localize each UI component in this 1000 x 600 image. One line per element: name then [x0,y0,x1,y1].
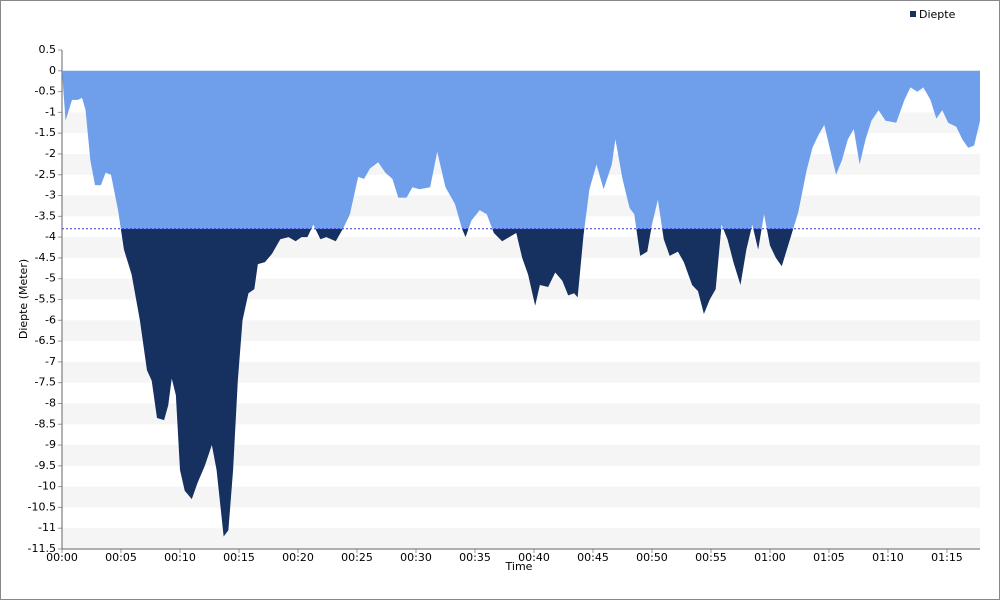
grid-band [62,361,980,383]
y-tick-label: -8.5 [35,417,56,430]
y-tick-label: -2.5 [35,168,56,181]
y-tick-label: -4 [45,230,56,243]
grid-band [62,403,980,425]
y-tick-label: -1.5 [35,126,56,139]
y-tick-label: -4.5 [35,251,56,264]
y-tick-label: -9.5 [35,459,56,472]
x-tick-label: 00:10 [164,551,196,564]
depth-area [62,70,980,537]
y-tick-label: -5.5 [35,293,56,306]
grid-band [62,528,980,549]
y-tick-label: -5 [45,272,56,285]
y-tick-label: 0 [49,64,56,77]
x-tick-label: 00:25 [341,551,373,564]
grid-band [62,278,980,300]
grid-band [62,445,980,466]
grid-band [62,320,980,342]
x-tick-label: 00:05 [105,551,137,564]
y-tick-label: -10 [38,480,56,493]
x-axis-label: Time [505,560,533,573]
x-tick-label: 00:00 [46,551,78,564]
x-tick-label: 01:05 [813,551,845,564]
x-tick-label: 00:30 [400,551,432,564]
x-tick-label: 00:35 [459,551,491,564]
x-tick-label: 01:10 [872,551,904,564]
x-tick-label: 00:15 [223,551,255,564]
x-tick-label: 00:50 [636,551,668,564]
y-axis-label: Diepte (Meter) [17,259,30,339]
x-tick-label: 00:20 [282,551,314,564]
y-tick-label: -6 [45,313,56,326]
x-tick-label: 00:40 [518,551,550,564]
y-tick-label: -0.5 [35,85,56,98]
y-tick-label: -7 [45,355,56,368]
y-tick-label: 0.5 [39,43,57,56]
y-tick-label: -6.5 [35,334,56,347]
y-tick-label: -8 [45,396,56,409]
y-tick-label: -9 [45,438,56,451]
y-tick-label: -7.5 [35,376,56,389]
y-tick-label: -11 [38,521,56,534]
y-tick-label: -3.5 [35,209,56,222]
y-tick-label: -2 [45,147,56,160]
x-tick-label: 01:15 [931,551,963,564]
legend-label: Diepte [919,8,956,21]
x-tick-label: 00:45 [577,551,609,564]
x-tick-label: 00:55 [695,551,727,564]
y-tick-label: -10.5 [28,500,56,513]
y-tick-label: -3 [45,189,56,202]
grid-band [62,486,980,508]
y-tick-label: -1 [45,105,56,118]
y-tick-label: -11.5 [28,542,56,555]
legend-swatch [910,11,916,17]
x-tick-label: 01:00 [754,551,786,564]
